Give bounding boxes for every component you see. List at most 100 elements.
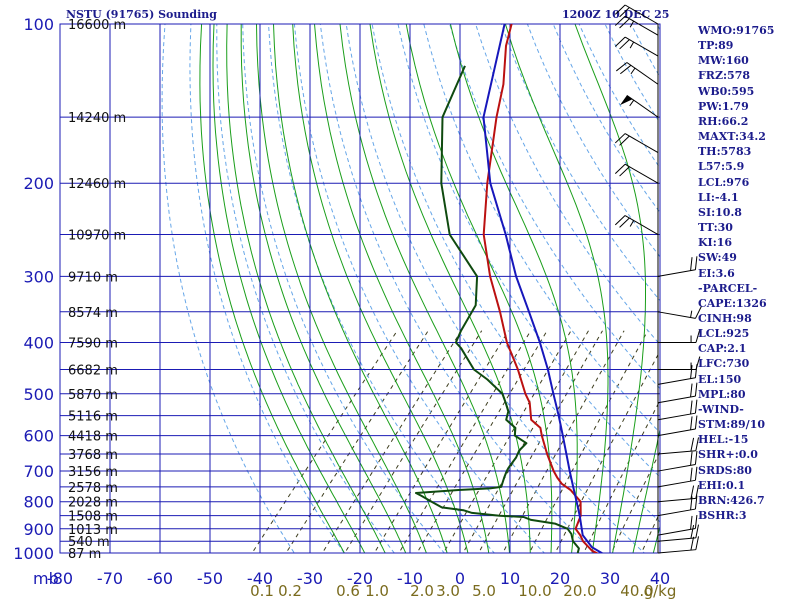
index-item: FRZ:578: [698, 69, 751, 83]
temperature-label: -60: [147, 569, 173, 588]
barb-flag: [690, 467, 693, 482]
moist-adiabat: [339, 24, 511, 553]
barb-flag: [615, 62, 628, 72]
mixing-ratio-line: [416, 330, 548, 553]
wind-barb: [614, 36, 659, 57]
wind-barb: [614, 4, 659, 25]
barb-staff: [657, 463, 696, 472]
index-item: CAP:2.1: [698, 342, 747, 356]
dry-adiabat: [449, 24, 660, 390]
barb-staff: [657, 412, 696, 421]
plot-frame: [59, 23, 661, 554]
pressure-label: 1000: [13, 544, 54, 563]
plot-border: [59, 23, 661, 554]
barb-flag: [614, 36, 626, 47]
barb-flag: [694, 256, 698, 270]
moist-adiabat: [369, 24, 531, 553]
pressure-label: 800: [23, 493, 54, 512]
index-item: TH:5783: [698, 145, 752, 159]
index-item: SI:10.8: [698, 205, 742, 219]
wind-barb: [657, 399, 698, 421]
height-label: 1013 m: [68, 523, 118, 538]
barb-staff: [624, 36, 659, 57]
height-label: 540 m: [68, 535, 110, 550]
index-item: EL:150: [698, 372, 742, 386]
pressure-label: 300: [23, 267, 54, 286]
index-item: LI:-4.1: [698, 190, 739, 204]
dewpoint-line: [415, 65, 580, 553]
index-item: EI:3.6: [698, 266, 735, 280]
height-label: 2578 m: [68, 481, 118, 496]
wind-barb: [657, 437, 699, 455]
wind-barbs: [614, 4, 702, 554]
mixing-ratio-labels: 0.1 0.2 0.6 1.0 2.0 3.0 5.0 10.0 20.0 40.0g/kg: [250, 582, 676, 600]
moist-adiabat: [314, 24, 490, 553]
pressure-label: 500: [23, 385, 54, 404]
index-item: WB0:595: [698, 84, 755, 98]
temperature-label: -30: [297, 569, 323, 588]
isotherms: [60, 24, 660, 553]
barb-flag: [694, 415, 698, 430]
index-item: PW:1.79: [698, 99, 749, 113]
profile-lines: [415, 24, 604, 553]
barb-flag: [694, 382, 698, 397]
dry-adiabats: [161, 24, 800, 564]
barb-flag: [690, 485, 695, 499]
mixing-ratio-line: [285, 330, 429, 553]
barb-staff: [657, 479, 696, 488]
mixing-ratio-line: [554, 350, 660, 553]
temperature-label: -50: [197, 569, 223, 588]
moist-adiabat: [256, 24, 427, 553]
wind-barb: [657, 514, 698, 536]
temperature-label: -20: [347, 569, 373, 588]
dry-adiabat: [397, 24, 660, 478]
height-label: 87 m: [68, 547, 101, 562]
wind-barb: [657, 256, 698, 277]
index-item: -WIND-: [698, 402, 744, 416]
mixing-ratio-line: [443, 330, 572, 553]
wind-barb: [657, 450, 698, 472]
index-item: LCL:925: [698, 327, 750, 341]
index-item: STM:89/10: [698, 418, 765, 432]
barb-staff: [657, 311, 696, 319]
wind-barb: [657, 466, 698, 488]
moist-adiabat: [240, 24, 407, 553]
pressure-axis-labels: 100 200 300 400 500 600 700 800 900 1000 mb: [13, 15, 58, 588]
wind-barb: [657, 415, 698, 437]
barb-half-flag: [629, 41, 635, 49]
temperature-label: 40: [650, 569, 670, 588]
pressure-label: 100: [23, 15, 54, 34]
index-item: SHR+:0.0: [698, 448, 758, 462]
barb-staff: [657, 450, 696, 455]
height-label: 6682 m: [68, 364, 118, 379]
barb-flag: [694, 306, 702, 319]
wind-barb: [658, 329, 701, 343]
barb-flag: [695, 536, 699, 550]
barb-flag: [690, 383, 693, 398]
moist-adiabat: [292, 24, 469, 553]
dry-adiabat: [371, 24, 660, 523]
barb-flag: [619, 39, 630, 50]
wind-barb: [619, 94, 659, 118]
dry-adiabat: [161, 24, 295, 553]
index-item: HEL:-15: [698, 433, 749, 447]
index-item: BRN:426.7: [698, 493, 765, 507]
barb-staff: [657, 269, 696, 277]
dry-adiabat: [786, 24, 800, 564]
temperature-label: 0: [455, 569, 465, 588]
temperature-label: -40: [247, 569, 273, 588]
moist-adiabat: [226, 24, 386, 553]
moist-adiabat: [574, 24, 646, 553]
barb-staff: [657, 497, 696, 503]
index-item: TP:89: [698, 39, 734, 53]
barb-flag: [690, 400, 693, 415]
mixing-ratio-label: 0.2: [278, 582, 302, 600]
moist-adiabat: [212, 24, 366, 553]
barb-flag: [694, 466, 698, 481]
wind-barb: [614, 163, 659, 184]
index-item: LFC:730: [698, 357, 750, 371]
temperature-axis-labels: -80 -70 -60 -50 -40 -30 -20 -10 0 10 20 30 40: [47, 569, 670, 588]
index-item: KI:16: [698, 236, 733, 250]
barb-staff: [657, 537, 696, 542]
index-item: SRDS:80: [698, 463, 752, 477]
